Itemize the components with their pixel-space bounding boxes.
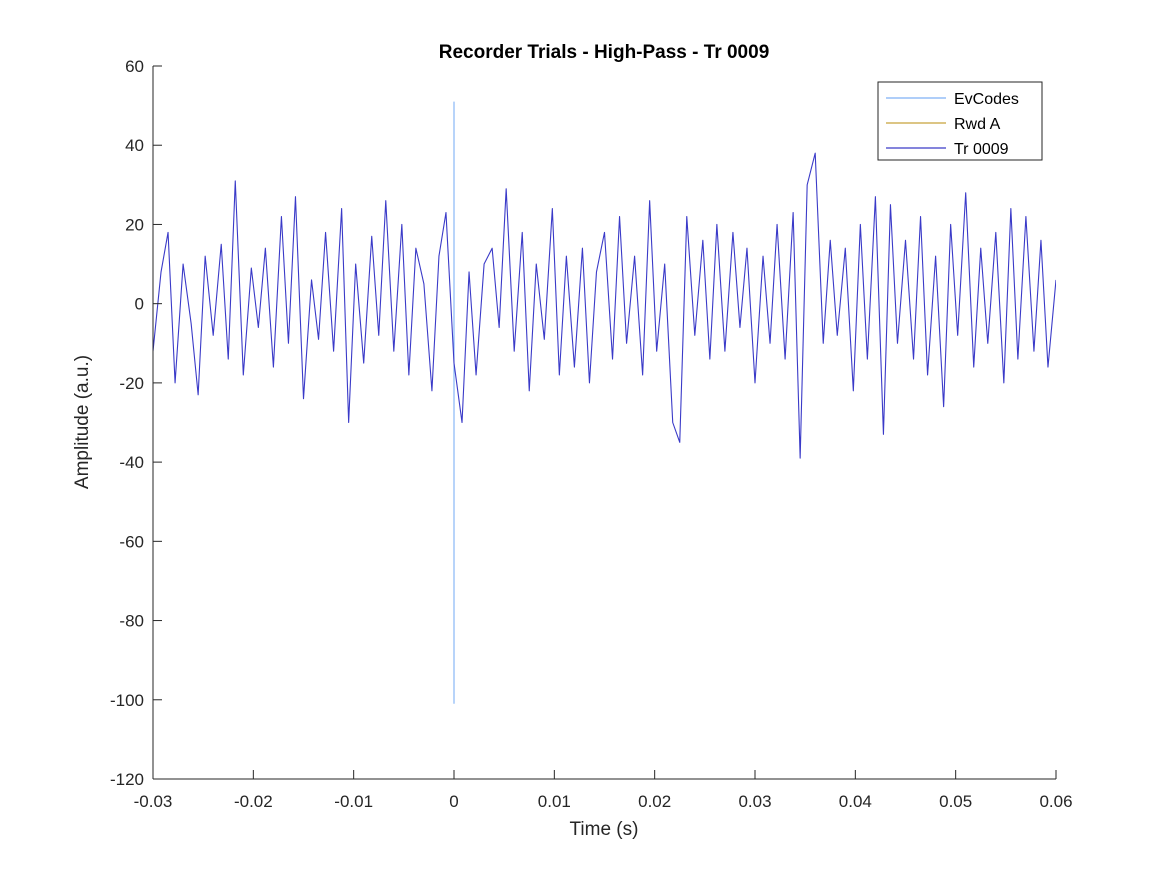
legend: EvCodes Rwd A Tr 0009 [877,81,1043,161]
x-tick-label: 0 [449,792,458,811]
y-tick-label: 0 [135,295,144,314]
y-tick-label: -120 [110,770,144,789]
x-tick-label: -0.02 [234,792,273,811]
legend-entry-label: Rwd A [954,116,1001,133]
legend-items: EvCodes Rwd A Tr 0009 [886,91,1019,158]
legend-entry-label: Tr 0009 [954,141,1009,158]
x-axis-label: Time (s) [570,819,639,840]
y-tick-label: 20 [125,215,144,234]
x-tick-label: 0.04 [839,792,872,811]
x-tick-label: 0.01 [538,792,571,811]
x-tick-label: -0.01 [334,792,373,811]
x-tick-label: -0.03 [134,792,173,811]
y-tick-label: -100 [110,691,144,710]
legend-entry-label: EvCodes [954,91,1019,108]
legend-box [877,81,1043,161]
y-axis-label: Amplitude (a.u.) [72,355,93,489]
y-tick-label: -60 [119,532,144,551]
y-tick-label: -20 [119,374,144,393]
y-tick-label: -80 [119,612,144,631]
plot-area: -0.03 -0.02 -0.01 0 0.01 0.02 0.03 0.04 0.05 0.06… [110,57,1073,811]
y-tick-label: 60 [125,57,144,76]
y-ticks: 60 40 20 0 -20 -40 -60 -80 -100 -120 [110,57,162,789]
chart-title: Recorder Trials - High-Pass - Tr 0009 [439,42,770,63]
y-tick-label: 40 [125,136,144,155]
series-line-tr-0009 [153,152,1056,459]
x-tick-label: 0.03 [738,792,771,811]
y-tick-label: -40 [119,453,144,472]
x-tick-label: 0.02 [638,792,671,811]
series-layer [153,101,1056,704]
x-tick-label: 0.06 [1039,792,1072,811]
x-tick-label: 0.05 [939,792,972,811]
x-ticks: -0.03 -0.02 -0.01 0 0.01 0.02 0.03 0.04 0.05 0.06 [134,770,1073,811]
